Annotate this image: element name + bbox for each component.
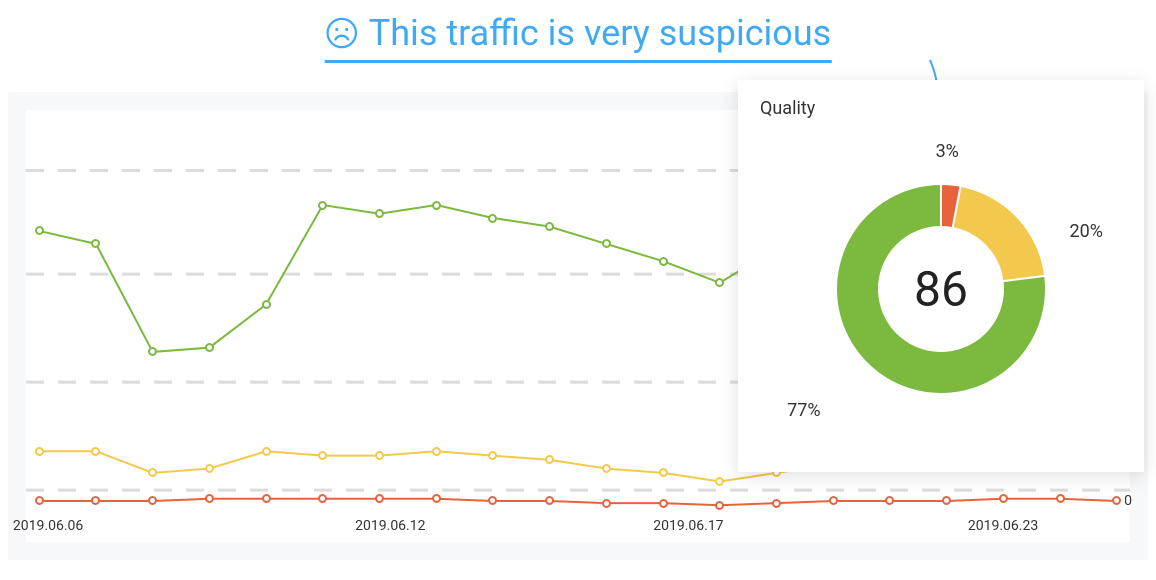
quality-donut: 86 3% 20% 77%	[760, 119, 1122, 459]
annotation-text: This traffic is very suspicious	[369, 12, 832, 54]
chart-marker	[602, 499, 611, 508]
chart-marker	[659, 468, 668, 477]
donut-label-good: 77%	[787, 400, 820, 421]
chart-marker	[35, 447, 44, 456]
chart-marker	[262, 494, 271, 503]
annotation-callout: This traffic is very suspicious	[325, 12, 832, 63]
chart-marker	[1056, 494, 1065, 503]
chart-marker	[659, 257, 668, 266]
chart-marker	[205, 464, 214, 473]
chart-marker	[715, 501, 724, 510]
chart-marker	[432, 447, 441, 456]
x-axis: 2019.06.062019.06.122019.06.172019.06.23	[26, 518, 1130, 536]
x-tick-label: 2019.06.12	[355, 518, 425, 534]
donut-label-bad: 3%	[936, 141, 959, 162]
donut-center-value: 86	[914, 261, 968, 318]
donut-label-warn: 20%	[1070, 221, 1103, 242]
chart-marker	[262, 300, 271, 309]
chart-marker	[659, 499, 668, 508]
x-tick-label: 2019.06.23	[968, 518, 1038, 534]
x-tick-label: 2019.06.17	[653, 518, 723, 534]
chart-marker	[602, 464, 611, 473]
chart-marker	[488, 214, 497, 223]
chart-marker	[205, 343, 214, 352]
frown-icon	[325, 16, 359, 50]
chart-marker	[432, 494, 441, 503]
quality-title: Quality	[760, 98, 1122, 119]
chart-marker	[432, 201, 441, 210]
chart-marker	[772, 499, 781, 508]
quality-card: Quality 86 3% 20% 77%	[738, 80, 1144, 472]
y-axis-zero: 0	[1124, 493, 1132, 509]
chart-marker	[318, 201, 327, 210]
x-tick-label: 2019.06.06	[13, 518, 83, 534]
chart-marker	[262, 447, 271, 456]
